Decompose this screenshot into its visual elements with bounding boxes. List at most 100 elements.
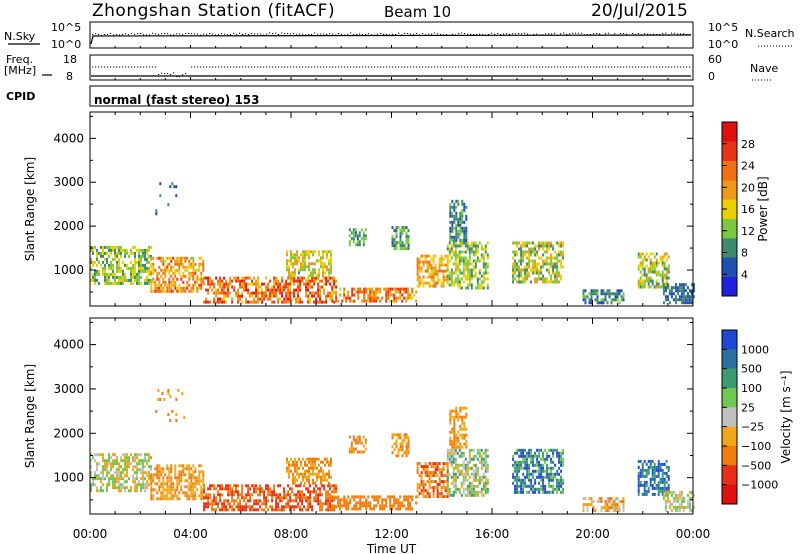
data-cell xyxy=(182,473,185,477)
data-cell xyxy=(454,280,457,284)
data-cell xyxy=(434,465,437,469)
data-cell xyxy=(538,262,541,266)
data-cell xyxy=(661,489,664,493)
x-tick-label: 20:00 xyxy=(575,527,610,541)
data-cell xyxy=(304,259,306,263)
data-cell xyxy=(358,234,361,238)
data-cell xyxy=(465,442,468,446)
data-cell xyxy=(470,274,473,278)
data-cell xyxy=(478,271,481,275)
data-cell xyxy=(461,406,464,410)
data-cell xyxy=(480,256,483,260)
data-cell xyxy=(306,478,308,482)
data-cell xyxy=(409,296,412,300)
data-cell xyxy=(136,489,138,493)
data-cell xyxy=(293,508,296,512)
data-cell xyxy=(348,450,351,454)
data-cell xyxy=(453,205,456,209)
data-cell xyxy=(235,279,238,283)
data-cell xyxy=(668,502,671,506)
data-cell xyxy=(532,454,535,458)
data-cell xyxy=(637,489,640,493)
data-cell xyxy=(446,277,449,281)
data-cell xyxy=(227,285,230,289)
data-cell xyxy=(446,490,449,494)
data-cell xyxy=(430,284,433,288)
data-cell xyxy=(168,262,171,266)
data-cell xyxy=(666,490,669,494)
data-cell xyxy=(211,508,214,512)
data-cell xyxy=(112,257,114,261)
data-cell xyxy=(659,258,662,262)
data-cell xyxy=(154,488,157,492)
data-cell xyxy=(462,280,465,284)
data-cell xyxy=(287,288,290,292)
data-cell xyxy=(146,471,148,475)
data-cell xyxy=(395,290,398,294)
data-cell xyxy=(540,487,543,491)
data-cell xyxy=(458,280,461,284)
data-cell xyxy=(667,486,670,490)
data-cell xyxy=(478,451,481,455)
data-cell xyxy=(592,292,595,296)
data-cell xyxy=(304,472,306,476)
data-cell xyxy=(281,496,284,500)
data-cell xyxy=(237,276,240,280)
data-cell xyxy=(239,502,242,506)
data-cell xyxy=(323,484,326,488)
data-cell xyxy=(532,457,535,461)
data-cell xyxy=(100,489,102,493)
data-cell xyxy=(328,271,330,275)
data-cell xyxy=(196,289,199,293)
data-cell xyxy=(409,507,412,511)
data-cell xyxy=(322,274,324,278)
data-cell xyxy=(661,270,664,274)
data-cell xyxy=(138,257,140,261)
data-cell xyxy=(120,266,122,270)
data-cell xyxy=(322,253,324,257)
data-cell xyxy=(243,282,246,286)
data-cell xyxy=(562,463,565,467)
data-cell xyxy=(359,501,362,505)
data-cell xyxy=(450,481,453,485)
data-cell xyxy=(405,442,408,446)
data-cell xyxy=(474,463,477,467)
data-cell xyxy=(217,493,220,497)
data-cell xyxy=(219,300,222,304)
data-cell xyxy=(307,300,310,304)
data-cell xyxy=(457,199,460,203)
data-cell xyxy=(442,278,445,282)
data-cell xyxy=(229,487,232,491)
data-cell xyxy=(249,300,252,304)
data-cell xyxy=(459,406,462,410)
data-cell xyxy=(530,250,533,254)
data-cell xyxy=(592,289,595,293)
data-cell xyxy=(532,472,535,476)
data-cell xyxy=(331,490,334,494)
data-cell xyxy=(241,285,244,289)
nsearch-trace xyxy=(92,32,691,36)
data-cell xyxy=(407,241,410,245)
data-cell xyxy=(476,283,479,287)
data-cell xyxy=(312,478,314,482)
data-cell xyxy=(229,276,232,280)
data-cell xyxy=(645,474,648,478)
data-cell xyxy=(458,454,461,458)
velocity-colorbar-tick-label: 1000 xyxy=(741,343,769,356)
data-cell xyxy=(188,262,191,266)
data-cell xyxy=(116,254,118,258)
data-cell xyxy=(347,296,350,300)
data-cell xyxy=(466,265,469,269)
data-cell xyxy=(148,281,150,285)
data-cell xyxy=(298,259,300,263)
data-cell xyxy=(170,286,173,290)
data-cell xyxy=(665,474,668,478)
data-cell xyxy=(164,268,167,272)
data-cell xyxy=(520,247,523,251)
data-cell xyxy=(649,258,652,262)
data-cell xyxy=(442,281,445,285)
data-cell xyxy=(294,478,296,482)
data-cell xyxy=(166,262,169,266)
data-cell xyxy=(641,468,644,472)
data-cell xyxy=(273,487,276,491)
